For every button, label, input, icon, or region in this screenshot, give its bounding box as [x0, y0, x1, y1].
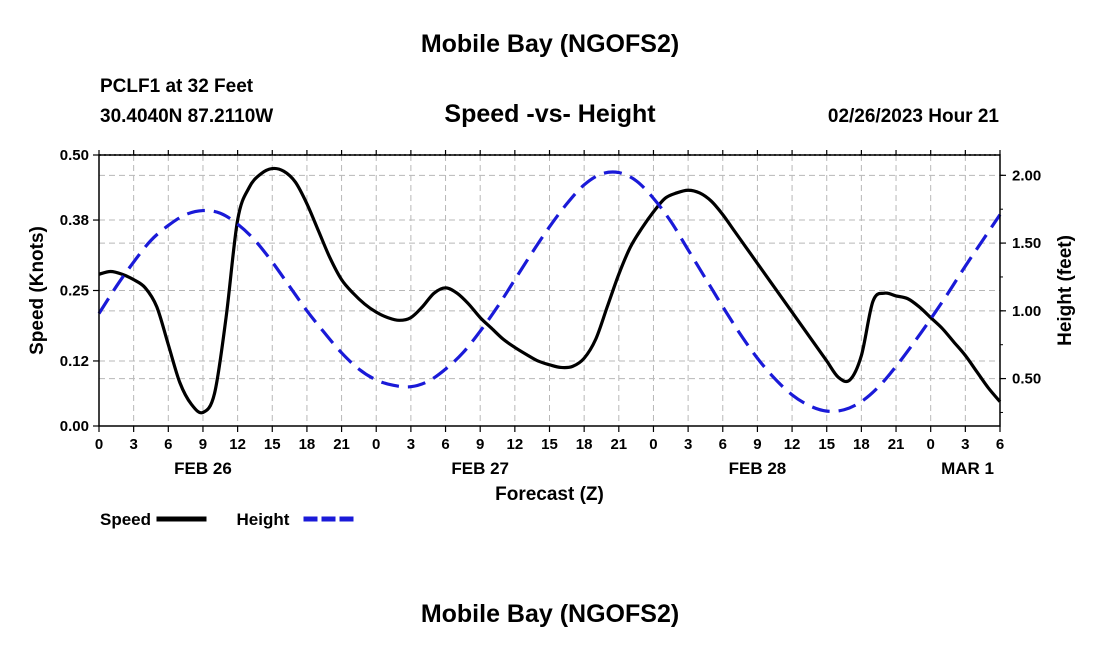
x-tick-label: 15	[541, 436, 558, 453]
x-tick-label: 0	[372, 436, 380, 453]
legend: Speed Height	[100, 510, 354, 529]
x-tick-label: 9	[753, 436, 761, 453]
x-tick-label: 6	[996, 436, 1004, 453]
y-tick-label: 0.25	[60, 283, 89, 300]
y2-axis-title: Height (feet)	[1055, 235, 1076, 346]
y-tick-label: 0.12	[60, 353, 89, 370]
x-tick-label: 15	[818, 436, 835, 453]
x-tick-label: 6	[719, 436, 727, 453]
x-tick-label: 15	[264, 436, 281, 453]
datetime-label: 02/26/2023 Hour 21	[827, 106, 999, 127]
chart-title: Speed -vs- Height	[444, 100, 656, 128]
x-tick-label: 12	[229, 436, 246, 453]
x-tick-label: 18	[853, 436, 870, 453]
y2-tick-label: 1.00	[1012, 303, 1041, 320]
y-tick-label: 0.38	[60, 212, 89, 229]
x-axis-title: Forecast (Z)	[495, 484, 604, 505]
x-tick-label: 0	[927, 436, 935, 453]
x-tick-label: 6	[164, 436, 172, 453]
x-tick-label: 18	[299, 436, 316, 453]
x-tick-label: 12	[784, 436, 801, 453]
x-tick-label: 21	[610, 436, 627, 453]
y-tick-label: 0.50	[60, 147, 89, 164]
series-layer	[97, 166, 1002, 415]
date-label: FEB 28	[729, 459, 787, 478]
x-tick-label: 9	[476, 436, 484, 453]
y2-tick-label: 1.50	[1012, 235, 1041, 252]
legend-label-height: Height	[237, 510, 290, 529]
coordinates-label: 30.4040N 87.2110W	[100, 106, 274, 127]
y-tick-label: 0.00	[60, 418, 89, 435]
date-label: FEB 26	[174, 459, 232, 478]
grid-lines	[98, 155, 1001, 426]
y2-tick-label: 0.50	[1012, 371, 1041, 388]
x-tick-label: 21	[333, 436, 350, 453]
page-title: Mobile Bay (NGOFS2)	[420, 30, 680, 58]
y2-tick-label: 2.00	[1012, 167, 1041, 184]
x-tick-label: 21	[888, 436, 905, 453]
legend-label-speed: Speed	[100, 510, 151, 529]
date-label: MAR 1	[941, 459, 994, 478]
station-label: PCLF1 at 32 Feet	[100, 76, 254, 97]
x-tick-label: 0	[649, 436, 657, 453]
x-tick-label: 3	[961, 436, 969, 453]
axes: 0 3 6 9 12 15 18 21 0 3 6 9 12 15 18 21 0 3 6 9 12 15 18 21 0 3 6 0…	[27, 147, 1076, 505]
x-tick-label: 3	[129, 436, 137, 453]
x-tick-label: 3	[684, 436, 692, 453]
x-tick-label: 3	[407, 436, 415, 453]
x-tick-label: 18	[576, 436, 593, 453]
date-label: FEB 27	[451, 459, 509, 478]
y-axis-title: Speed (Knots)	[27, 226, 48, 355]
series-line-speed	[98, 166, 1002, 415]
x-tick-label: 0	[95, 436, 103, 453]
x-tick-label: 9	[199, 436, 207, 453]
x-tick-label: 6	[441, 436, 449, 453]
series-line-height	[97, 170, 1002, 413]
footer-title: Mobile Bay (NGOFS2)	[420, 600, 680, 628]
x-tick-label: 12	[507, 436, 524, 453]
